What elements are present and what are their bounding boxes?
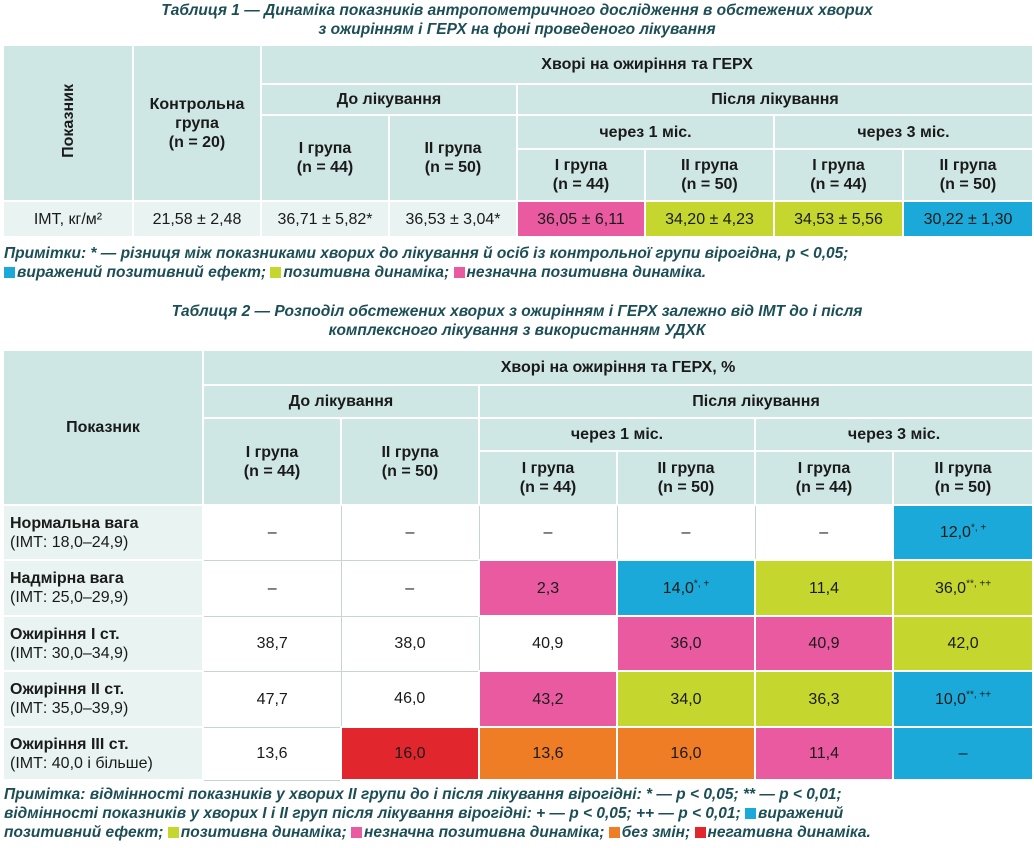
table1-indicator-header: Показник <box>2 44 134 202</box>
table2-after-3m-header: через 3 міс. <box>753 417 1034 452</box>
table2-cell: 14,0*, + <box>616 559 756 617</box>
table2-row-label: Надмірна вага (ІМТ: 25,0–29,9) <box>2 559 204 617</box>
table1-m1-g1-header: І група (n = 44) <box>516 148 646 202</box>
table2-cell: – <box>754 504 894 561</box>
table2-cell: 38,0 <box>340 615 480 672</box>
orange-swatch-icon <box>608 827 620 838</box>
lime-swatch-icon <box>270 267 282 278</box>
table2-cell: – <box>616 504 756 561</box>
table1-caption-line2: з ожирінням і ГЕРХ на фоні проведеного л… <box>318 21 716 38</box>
table2-cell: 2,3 <box>478 559 618 617</box>
table2-cell: 13,6 <box>478 726 618 781</box>
table1-m1-g1-value: 36,05 ± 6,11 <box>516 200 646 238</box>
table1-m3-g2-header: ІІ група (n = 50) <box>902 148 1034 202</box>
table2-cell: 38,7 <box>202 615 342 672</box>
table2-cell: 36,0 <box>616 615 756 672</box>
table2-cell: – <box>891 726 1034 781</box>
table2-cell: 42,0 <box>891 615 1034 672</box>
table2-cell: 40,9 <box>478 615 618 672</box>
table2-row-label: Ожиріння ІІІ ст. (ІМТ: 40,0 і більше) <box>2 726 204 781</box>
table1-after-header: Після лікування <box>516 83 1034 116</box>
table2-cell: 46,0 <box>340 670 480 728</box>
table1-legend: виражений позитивний ефект; позитивна ди… <box>4 263 1034 282</box>
table2-note-line1: Примітка: відмінності показників у хвори… <box>4 786 842 803</box>
table1-m1-g2-header: ІІ група (n = 50) <box>644 148 775 202</box>
table2-cell: – <box>478 504 618 561</box>
table2-cell: 10,0**, ++ <box>891 670 1034 728</box>
table1-patients-header: Хворі на ожиріння та ГЕРХ <box>260 44 1034 85</box>
table2-row-label: Нормальна вага (ІМТ: 18,0–24,9) <box>2 504 204 561</box>
table1-before-g1-header: І група (n = 44) <box>260 114 390 202</box>
table2-m3-g2-header: ІІ група (n = 50) <box>891 450 1034 506</box>
table1-row-label: ІМТ, кг/м² <box>2 200 134 238</box>
table2-cell: 13,6 <box>202 726 342 781</box>
table1: Показник Контрольна група (n = 20) Хворі… <box>2 44 1034 238</box>
table2-note-line2: відмінності показників у хворих І і ІІ г… <box>4 805 844 822</box>
lime-swatch-icon <box>167 827 179 838</box>
table2-m1-g2-header: ІІ група (n = 50) <box>616 450 756 506</box>
table2-cell: – <box>202 559 342 617</box>
table2-before-header: До лікування <box>202 384 480 419</box>
table1-before-g1-value: 36,71 ± 5,82* <box>260 200 390 238</box>
pink-swatch-icon <box>453 267 465 278</box>
table2-m1-g1-header: І група (n = 44) <box>478 450 618 506</box>
table2-cell: 12,0*, + <box>891 504 1034 561</box>
cyan-swatch-icon <box>4 267 15 278</box>
table1-notes: Примітки: * — різниця між показниками хв… <box>4 244 1034 282</box>
table2-cell: 16,0 <box>616 726 756 781</box>
table2-cell: 36,0**, ++ <box>891 559 1034 617</box>
table2-m3-g1-header: І група (n = 44) <box>754 450 894 506</box>
table2-cell: 16,0 <box>340 726 480 781</box>
table2-cell: 43,2 <box>478 670 618 728</box>
table2-row-label: Ожиріння ІІ ст. (ІМТ: 35,0–39,9) <box>2 670 204 728</box>
table2-caption-line1: Таблиця 2 — Розподіл обстежених хворих з… <box>171 303 863 320</box>
table1-m3-g1-header: І група (n = 44) <box>773 148 904 202</box>
table2-after-1m-header: через 1 міс. <box>478 417 756 452</box>
table2-before-g1-header: І група (n = 44) <box>202 417 342 506</box>
table2-cell: 34,0 <box>616 670 756 728</box>
table1-caption: Таблиця 1 — Динаміка показників антропом… <box>0 1 1034 39</box>
table1-after-3m-header: через 3 міс. <box>773 114 1034 150</box>
table2-cell: 11,4 <box>754 726 894 781</box>
table2-cell: 47,7 <box>202 670 342 728</box>
table2-indicator-header: Показник <box>2 349 204 506</box>
table2-after-header: Після лікування <box>477 384 1034 419</box>
table1-before-g2-value: 36,53 ± 3,04* <box>388 200 518 238</box>
table2-before-g2-header: ІІ група (n = 50) <box>340 417 480 506</box>
table2-cell: – <box>340 504 480 561</box>
table2-patients-header: Хворі на ожиріння та ГЕРХ, % <box>201 349 1034 386</box>
table2-notes: Примітка: відмінності показників у хвори… <box>4 785 1034 842</box>
table2-legend: позитивний ефект; позитивна динаміка; не… <box>4 824 871 841</box>
table1-control-header: Контрольна група (n = 20) <box>132 44 262 202</box>
table1-note-line1: Примітки: * — різниця між показниками хв… <box>4 245 849 262</box>
red-swatch-icon <box>694 827 706 838</box>
table1-m3-g2-value: 30,22 ± 1,30 <box>902 200 1034 238</box>
table2-cell: – <box>202 504 342 561</box>
cyan-swatch-icon <box>745 808 756 819</box>
table1-m3-g1-value: 34,53 ± 5,56 <box>773 200 904 238</box>
pink-swatch-icon <box>350 827 362 838</box>
table2-caption: Таблиця 2 — Розподіл обстежених хворих з… <box>0 302 1034 340</box>
table1-m1-g2-value: 34,20 ± 4,23 <box>644 200 775 238</box>
table1-control-value: 21,58 ± 2,48 <box>132 200 262 238</box>
table2-cell: 11,4 <box>754 559 894 617</box>
table1-after-1m-header: через 1 міс. <box>516 114 775 150</box>
table2-row-label: Ожиріння І ст. (ІМТ: 30,0–34,9) <box>2 615 204 672</box>
table1-caption-line1: Таблиця 1 — Динаміка показників антропом… <box>161 2 873 19</box>
table2-cell: 40,9 <box>754 615 894 672</box>
table1-before-header: До лікування <box>260 83 518 116</box>
table1-before-g2-header: ІІ група (n = 50) <box>388 114 518 202</box>
table2-cell: – <box>340 559 480 617</box>
table2: Показник Хворі на ожиріння та ГЕРХ, % До… <box>2 349 1034 781</box>
table2-cell: 36,3 <box>754 670 894 728</box>
table2-caption-line2: комплексного лікування з використанням У… <box>328 322 706 339</box>
